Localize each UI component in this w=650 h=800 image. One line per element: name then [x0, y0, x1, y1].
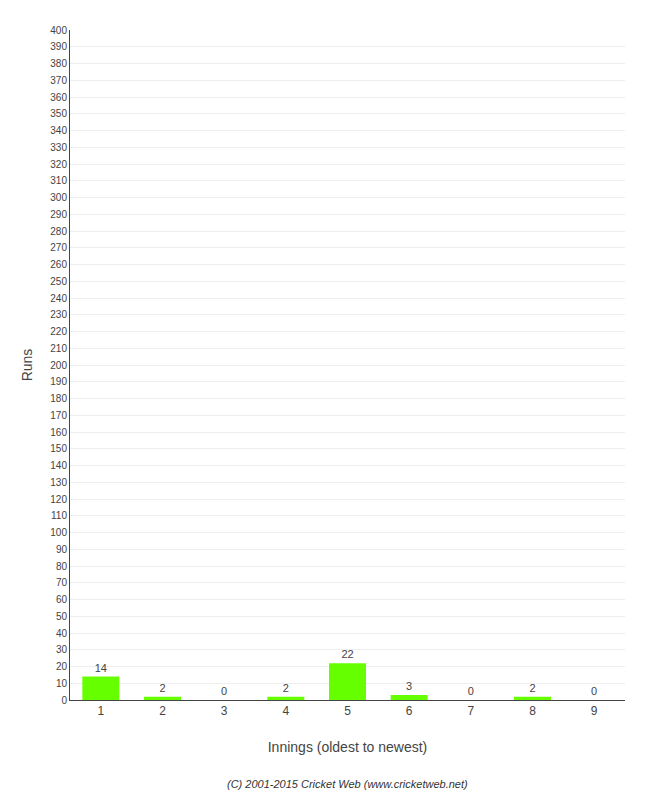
svg-text:100: 100: [50, 527, 67, 538]
svg-text:3: 3: [406, 680, 412, 692]
svg-text:0: 0: [61, 695, 67, 706]
svg-text:250: 250: [50, 276, 67, 287]
svg-text:210: 210: [50, 343, 67, 354]
svg-text:2: 2: [159, 704, 166, 718]
svg-text:14: 14: [95, 662, 107, 674]
svg-text:6: 6: [406, 704, 413, 718]
svg-text:320: 320: [50, 159, 67, 170]
svg-text:340: 340: [50, 125, 67, 136]
svg-text:70: 70: [56, 577, 68, 588]
svg-text:200: 200: [50, 360, 67, 371]
svg-text:3: 3: [221, 704, 228, 718]
svg-text:0: 0: [468, 685, 474, 697]
svg-text:270: 270: [50, 242, 67, 253]
svg-text:190: 190: [50, 376, 67, 387]
svg-text:22: 22: [341, 648, 353, 660]
svg-text:8: 8: [529, 704, 536, 718]
svg-text:370: 370: [50, 75, 67, 86]
svg-text:1: 1: [97, 704, 104, 718]
svg-text:260: 260: [50, 259, 67, 270]
svg-text:40: 40: [56, 628, 68, 639]
svg-text:Runs: Runs: [19, 349, 35, 382]
svg-text:2: 2: [159, 682, 165, 694]
svg-text:7: 7: [467, 704, 474, 718]
svg-text:240: 240: [50, 293, 67, 304]
svg-text:0: 0: [221, 685, 227, 697]
svg-text:110: 110: [51, 510, 67, 521]
svg-text:220: 220: [50, 326, 67, 337]
svg-text:170: 170: [50, 410, 67, 421]
svg-text:360: 360: [50, 92, 67, 103]
svg-text:150: 150: [50, 443, 67, 454]
svg-text:160: 160: [50, 427, 67, 438]
svg-text:180: 180: [50, 393, 67, 404]
svg-text:60: 60: [56, 594, 68, 605]
svg-text:4: 4: [282, 704, 289, 718]
svg-text:80: 80: [56, 561, 68, 572]
svg-text:310: 310: [50, 175, 67, 186]
svg-text:9: 9: [591, 704, 598, 718]
svg-text:350: 350: [50, 108, 67, 119]
svg-text:140: 140: [50, 460, 67, 471]
svg-text:300: 300: [50, 192, 67, 203]
svg-text:130: 130: [50, 477, 67, 488]
svg-text:290: 290: [50, 209, 67, 220]
svg-text:0: 0: [591, 685, 597, 697]
svg-text:380: 380: [50, 58, 67, 69]
svg-text:90: 90: [56, 544, 68, 555]
svg-text:400: 400: [50, 25, 67, 36]
svg-text:5: 5: [344, 704, 351, 718]
svg-text:10: 10: [56, 678, 68, 689]
svg-text:(C) 2001-2015 Cricket Web (www: (C) 2001-2015 Cricket Web (www.cricketwe…: [227, 778, 468, 790]
svg-text:390: 390: [50, 41, 67, 52]
svg-text:2: 2: [529, 682, 535, 694]
svg-text:Innings (oldest to newest): Innings (oldest to newest): [268, 739, 428, 755]
svg-text:2: 2: [283, 682, 289, 694]
svg-text:20: 20: [56, 661, 68, 672]
svg-text:30: 30: [56, 644, 68, 655]
svg-text:50: 50: [56, 611, 68, 622]
svg-text:280: 280: [50, 226, 67, 237]
svg-text:230: 230: [50, 309, 67, 320]
svg-text:120: 120: [50, 494, 67, 505]
svg-text:330: 330: [50, 142, 67, 153]
